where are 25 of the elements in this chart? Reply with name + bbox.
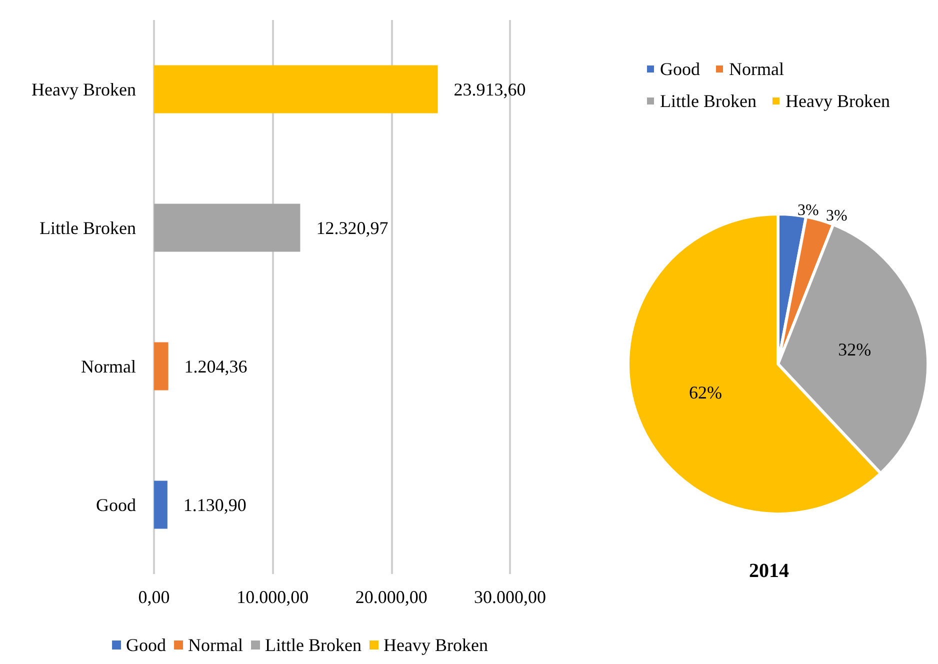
legend-label: Heavy Broken [785,91,890,111]
data-label: 32% [838,339,872,360]
legend-label: Normal [188,635,244,655]
x-tick-label: 30.000,00 [474,587,546,607]
data-label: 12.320,97 [316,218,388,238]
data-label: 3% [797,202,819,220]
y-tick-label: Heavy Broken [32,79,136,100]
legend-label: Good [660,59,700,79]
data-label: 1.204,36 [184,356,248,376]
data-label: 3% [826,208,848,225]
x-tick-label: 10.000,00 [236,587,309,607]
legend-label: Little Broken [660,91,756,111]
data-label: 23.913,60 [454,79,526,100]
y-tick-label: Little Broken [40,218,136,238]
text: 2014 [749,560,789,582]
legend-label: Normal [729,59,784,79]
data-label: 1.130,90 [183,494,246,515]
data-label: 62% [688,382,722,403]
x-tick-label: 20.000,00 [355,587,428,607]
y-tick-label: Normal [81,356,136,376]
y-tick-label: Good [96,494,136,515]
legend-label: Good [126,635,166,655]
x-tick-label: 0,00 [138,587,170,607]
legend-label: Little Broken [265,635,362,655]
legend-label: Heavy Broken [383,635,488,655]
